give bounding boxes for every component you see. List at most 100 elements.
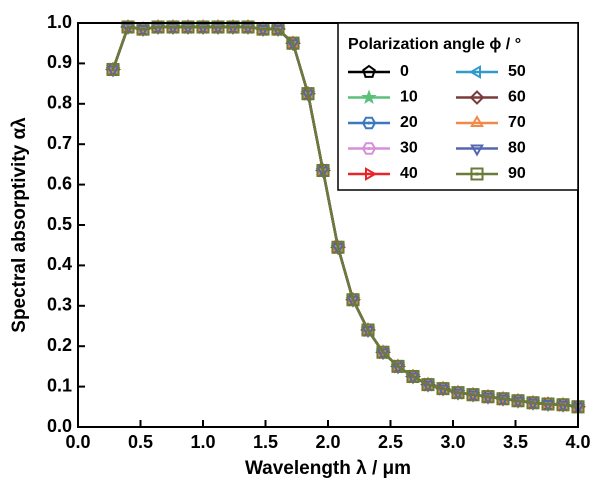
x-tick-label: 4.0: [565, 432, 590, 452]
marker-shape: [331, 240, 345, 254]
legend-marker: [361, 116, 377, 130]
x-tick-label: 3.0: [440, 432, 465, 452]
data-point: [541, 399, 555, 412]
plot-frame: [77, 22, 579, 428]
data-point: [361, 326, 375, 339]
marker-shape: [526, 396, 540, 410]
marker-shape: [541, 397, 555, 411]
data-point: [556, 396, 570, 409]
data-point: [541, 397, 555, 411]
legend-label: 20: [400, 114, 418, 131]
x-tick-label: 1.5: [253, 432, 278, 452]
marker-dot: [546, 402, 550, 406]
marker-shape: [361, 323, 375, 337]
x-tick-label: 2.5: [378, 432, 403, 452]
marker-shape: [301, 87, 315, 101]
data-point: [211, 19, 225, 32]
marker-shape: [571, 400, 585, 414]
marker-dot: [276, 27, 280, 31]
marker-shape: [136, 25, 150, 38]
marker-dot: [351, 298, 355, 302]
data-point: [346, 293, 360, 307]
legend-marker: [361, 89, 377, 105]
marker-dot: [475, 172, 479, 176]
y-tick-label: 0.5: [47, 214, 72, 234]
marker-dot: [156, 25, 160, 29]
marker-dot: [381, 350, 385, 354]
legend-label: 40: [400, 165, 418, 182]
data-point: [361, 323, 375, 337]
marker-shape: [196, 20, 210, 34]
marker-shape: [481, 390, 495, 404]
data-point: [286, 36, 300, 50]
legend-label: 70: [508, 114, 526, 131]
y-axis-label: Spectral absorptivity αλ: [9, 117, 30, 333]
data-point: [421, 378, 435, 392]
data-point: [376, 344, 390, 357]
marker-shape: [511, 394, 525, 408]
data-point: [241, 19, 255, 32]
data-point: [211, 20, 225, 34]
data-point: [451, 386, 465, 400]
marker-dot: [366, 328, 370, 332]
y-tick-label: 0.7: [47, 133, 72, 153]
marker-shape: [226, 20, 240, 34]
legend-marker: [362, 64, 376, 78]
marker-shape: [226, 23, 240, 36]
marker-shape: [181, 19, 195, 32]
data-point: [481, 390, 495, 404]
x-tick-label: 0.0: [65, 432, 90, 452]
marker-shape: [361, 89, 377, 105]
marker-dot: [501, 397, 505, 401]
marker-shape: [391, 359, 405, 373]
data-point: [166, 20, 180, 34]
legend-marker: [365, 167, 378, 181]
y-tick-label: 0.3: [47, 295, 72, 315]
marker-shape: [541, 395, 555, 408]
legend-marker: [469, 90, 485, 105]
marker-shape: [362, 64, 376, 78]
data-point: [316, 163, 330, 177]
marker-shape: [526, 398, 540, 411]
y-tick-label: 0.4: [47, 254, 72, 274]
data-point: [181, 19, 195, 32]
marker-shape: [256, 25, 270, 38]
data-point: [391, 359, 405, 373]
data-point: [181, 20, 195, 34]
data-point: [241, 20, 255, 34]
marker-shape: [361, 322, 375, 335]
y-tick-label: 0.6: [47, 173, 72, 193]
y-tick-label: 0.1: [47, 375, 72, 395]
marker-shape: [376, 345, 390, 359]
legend-label: 10: [400, 89, 418, 106]
marker-shape: [241, 20, 255, 34]
legend-label: 50: [508, 63, 526, 80]
marker-dot: [111, 67, 115, 71]
marker-dot: [171, 25, 175, 29]
x-tick-label: 3.5: [503, 432, 528, 452]
marker-dot: [321, 168, 325, 172]
data-point: [151, 20, 165, 34]
marker-dot: [367, 147, 371, 150]
marker-shape: [226, 19, 240, 32]
marker-shape: [196, 19, 210, 32]
data-point: [376, 345, 390, 359]
marker-shape: [451, 386, 465, 400]
data-point: [511, 394, 525, 408]
data-point: [226, 20, 240, 34]
marker-shape: [470, 115, 484, 127]
data-point: [196, 20, 210, 34]
y-tick-label: 0.2: [47, 335, 72, 355]
marker-shape: [121, 20, 135, 34]
data-point: [331, 240, 345, 254]
data-point: [541, 395, 555, 408]
data-point: [226, 19, 240, 32]
marker-shape: [166, 20, 180, 34]
legend-marker: [470, 115, 484, 127]
marker-shape: [361, 116, 377, 130]
marker-shape: [361, 326, 375, 339]
data-point: [466, 388, 480, 402]
legend-marker: [468, 65, 481, 79]
data-point: [256, 25, 270, 38]
